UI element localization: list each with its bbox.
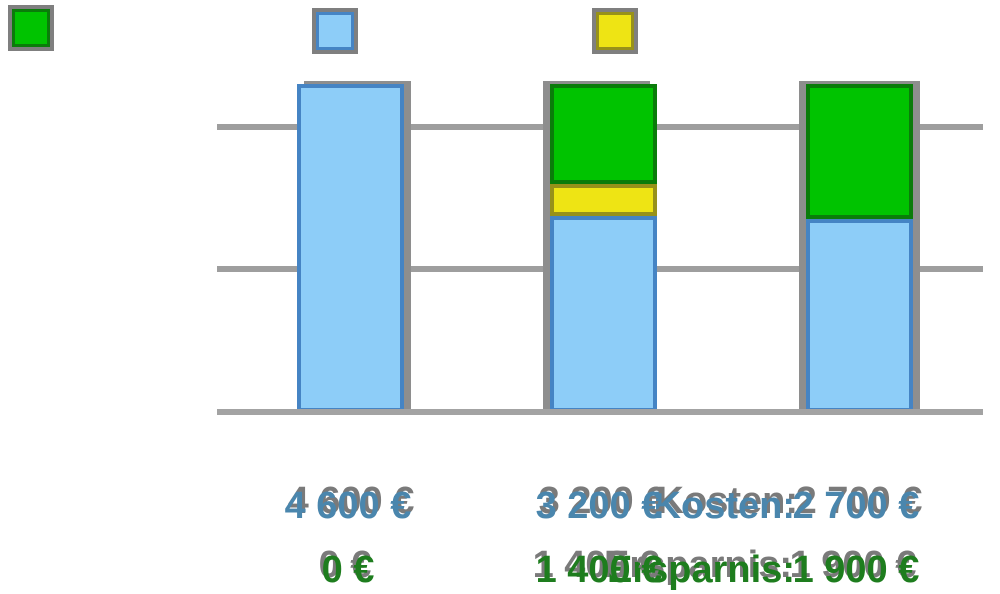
blue-swatch: [312, 8, 358, 54]
ersparnis-row-label: Ersparnis:: [607, 549, 795, 591]
green-swatch-fill: [12, 9, 50, 47]
x-axis-line: [217, 409, 983, 415]
yellow-swatch: [592, 8, 638, 54]
kosten-row-label: Kosten:: [653, 485, 795, 527]
yellow-swatch-fill: [596, 12, 634, 50]
green-segment: [550, 84, 657, 184]
blue-segment: [297, 84, 404, 412]
kosten-value-1: 4 600 €: [284, 485, 412, 527]
stacked-bar-2: [550, 84, 657, 412]
kosten-value-3: 2 700 €: [792, 485, 920, 527]
yellow-segment: [550, 184, 657, 216]
ersparnis-value-1: 0 €: [321, 549, 375, 591]
ersparnis-value-3: 1 900 €: [792, 549, 920, 591]
green-swatch: [8, 5, 54, 51]
ersparnis-value-2: 1 400 €: [535, 549, 663, 591]
green-segment: [806, 84, 913, 219]
blue-segment: [806, 219, 913, 412]
blue-segment: [550, 216, 657, 412]
stacked-bar-1: [297, 84, 404, 412]
stacked-bar-3: [806, 84, 913, 412]
kosten-value-2: 3 200 €: [535, 485, 663, 527]
blue-swatch-fill: [316, 12, 354, 50]
